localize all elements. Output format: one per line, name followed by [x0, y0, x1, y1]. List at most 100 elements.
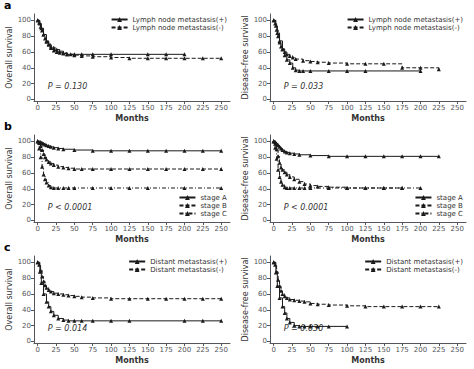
svg-text:200: 200 — [178, 346, 191, 354]
svg-text:40: 40 — [258, 185, 267, 193]
svg-text:Lymph node metastasis(+): Lymph node metastasis(+) — [369, 16, 464, 24]
svg-text:40: 40 — [22, 306, 31, 314]
svg-text:Distant metastasis(-): Distant metastasis(-) — [150, 266, 224, 274]
svg-text:25: 25 — [52, 104, 61, 112]
svg-text:75: 75 — [324, 225, 333, 233]
svg-text:50: 50 — [70, 346, 79, 354]
svg-text:200: 200 — [414, 104, 427, 112]
svg-text:40: 40 — [22, 64, 31, 72]
svg-text:a: a — [4, 0, 11, 12]
svg-text:Months: Months — [115, 235, 149, 244]
svg-text:Months: Months — [351, 114, 385, 123]
svg-text:20: 20 — [22, 80, 31, 88]
svg-text:200: 200 — [178, 225, 191, 233]
svg-text:0: 0 — [263, 337, 267, 345]
svg-text:50: 50 — [70, 225, 79, 233]
svg-text:60: 60 — [22, 169, 31, 177]
svg-text:75: 75 — [324, 346, 333, 354]
svg-text:Overall survival: Overall survival — [5, 268, 14, 330]
svg-text:Months: Months — [351, 356, 385, 365]
svg-text:100: 100 — [254, 258, 267, 266]
svg-text:Lymph node metastasis(-): Lymph node metastasis(-) — [369, 24, 460, 32]
svg-text:175: 175 — [159, 104, 172, 112]
svg-text:80: 80 — [258, 153, 267, 161]
svg-text:P = 0.030: P = 0.030 — [284, 324, 324, 333]
svg-text:250: 250 — [215, 104, 228, 112]
svg-text:225: 225 — [432, 346, 445, 354]
svg-text:150: 150 — [377, 225, 390, 233]
svg-text:Lymph node metastasis(-): Lymph node metastasis(-) — [133, 24, 224, 32]
svg-text:75: 75 — [88, 225, 97, 233]
svg-text:250: 250 — [451, 225, 464, 233]
svg-text:50: 50 — [306, 104, 315, 112]
svg-text:25: 25 — [288, 346, 297, 354]
svg-text:80: 80 — [22, 32, 31, 40]
svg-text:125: 125 — [359, 104, 372, 112]
svg-text:60: 60 — [258, 169, 267, 177]
svg-text:100: 100 — [18, 16, 31, 24]
svg-text:40: 40 — [22, 185, 31, 193]
svg-text:50: 50 — [70, 104, 79, 112]
svg-text:100: 100 — [254, 137, 267, 145]
svg-text:100: 100 — [340, 225, 353, 233]
svg-text:P < 0.0001: P < 0.0001 — [284, 203, 329, 212]
svg-text:0: 0 — [35, 346, 39, 354]
svg-text:80: 80 — [258, 32, 267, 40]
svg-text:0: 0 — [27, 95, 31, 103]
svg-text:0: 0 — [263, 95, 267, 103]
svg-text:175: 175 — [159, 346, 172, 354]
svg-text:P = 0.130: P = 0.130 — [48, 82, 88, 91]
svg-text:100: 100 — [254, 16, 267, 24]
svg-text:225: 225 — [196, 104, 209, 112]
svg-text:250: 250 — [451, 104, 464, 112]
svg-text:stage C: stage C — [200, 210, 227, 218]
svg-text:100: 100 — [104, 346, 117, 354]
svg-text:100: 100 — [104, 104, 117, 112]
svg-text:20: 20 — [22, 201, 31, 209]
svg-text:stage C: stage C — [436, 210, 463, 218]
svg-text:0: 0 — [35, 225, 39, 233]
svg-text:150: 150 — [141, 346, 154, 354]
svg-text:125: 125 — [359, 346, 372, 354]
svg-text:stage B: stage B — [200, 202, 227, 210]
svg-text:0: 0 — [271, 104, 275, 112]
svg-text:Distant metastasis(+): Distant metastasis(+) — [150, 258, 227, 266]
svg-text:125: 125 — [123, 104, 136, 112]
svg-text:Overall survival: Overall survival — [5, 147, 14, 209]
svg-text:Disease-free survival: Disease-free survival — [241, 15, 250, 99]
svg-text:Months: Months — [351, 235, 385, 244]
svg-text:0: 0 — [271, 225, 275, 233]
svg-text:60: 60 — [258, 290, 267, 298]
svg-text:20: 20 — [22, 322, 31, 330]
svg-text:Lymph node metastasis(+): Lymph node metastasis(+) — [133, 16, 228, 24]
svg-text:P = 0.033: P = 0.033 — [284, 82, 324, 91]
svg-text:200: 200 — [414, 346, 427, 354]
svg-text:40: 40 — [258, 64, 267, 72]
svg-text:20: 20 — [258, 322, 267, 330]
svg-text:80: 80 — [22, 274, 31, 282]
svg-text:250: 250 — [451, 346, 464, 354]
svg-text:150: 150 — [377, 346, 390, 354]
svg-text:200: 200 — [178, 104, 191, 112]
svg-text:225: 225 — [196, 346, 209, 354]
svg-text:100: 100 — [104, 225, 117, 233]
svg-text:Months: Months — [115, 356, 149, 365]
svg-text:25: 25 — [288, 225, 297, 233]
svg-text:25: 25 — [52, 346, 61, 354]
svg-text:25: 25 — [288, 104, 297, 112]
svg-text:Disease-free survival: Disease-free survival — [241, 136, 250, 220]
svg-text:Months: Months — [115, 114, 149, 123]
svg-text:125: 125 — [123, 346, 136, 354]
svg-text:50: 50 — [306, 346, 315, 354]
svg-text:150: 150 — [141, 225, 154, 233]
svg-text:225: 225 — [196, 225, 209, 233]
svg-text:c: c — [4, 241, 11, 254]
svg-text:225: 225 — [432, 104, 445, 112]
svg-text:225: 225 — [432, 225, 445, 233]
svg-text:0: 0 — [27, 216, 31, 224]
svg-text:0: 0 — [271, 346, 275, 354]
svg-text:175: 175 — [395, 104, 408, 112]
svg-text:80: 80 — [258, 274, 267, 282]
svg-text:stage B: stage B — [436, 202, 463, 210]
svg-text:Overall survival: Overall survival — [5, 26, 14, 88]
